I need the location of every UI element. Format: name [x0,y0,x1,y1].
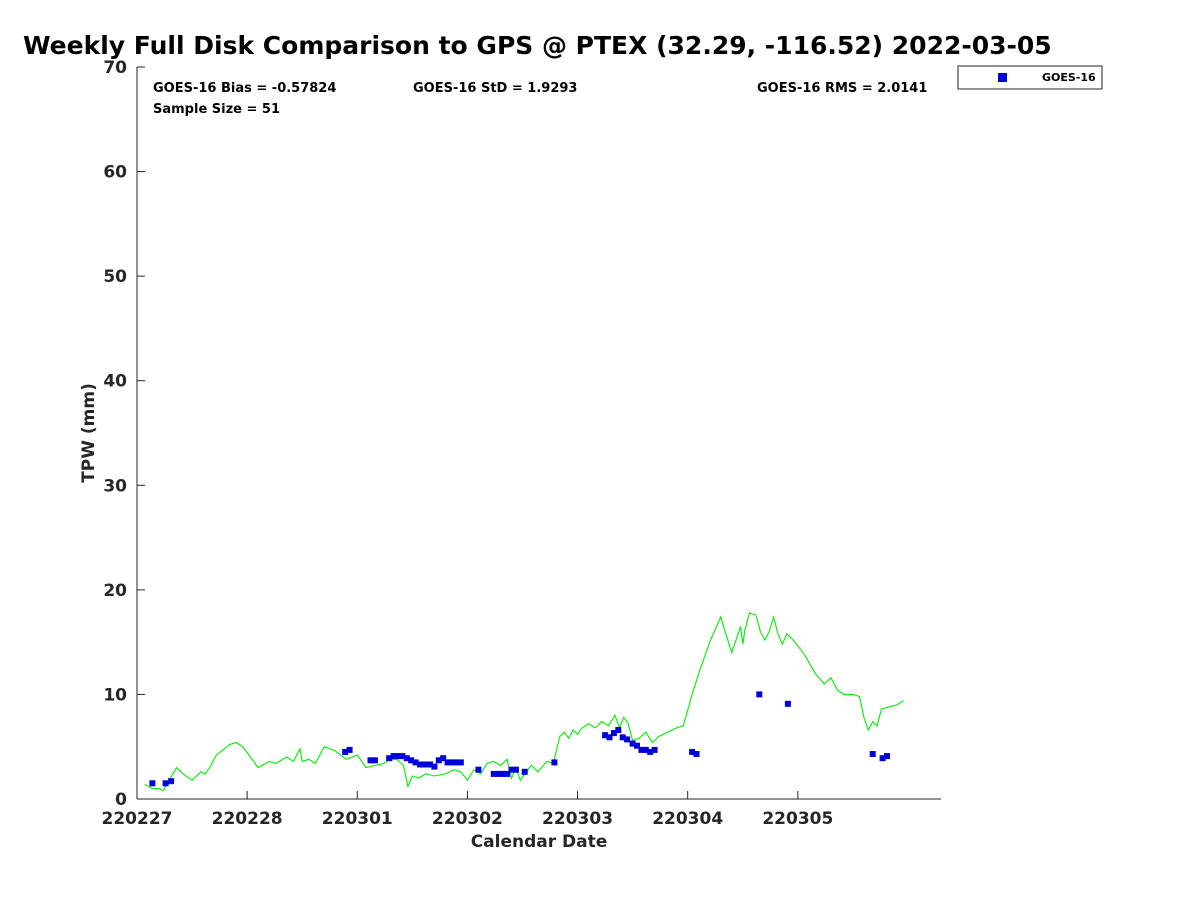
goes16-point [499,770,506,777]
goes16-point [693,751,700,757]
goes16-point [869,751,876,757]
y-tick-label: 20 [103,581,127,601]
goes16-point [162,780,169,787]
goes16-point [440,755,447,762]
goes16-point [427,761,433,768]
goes16-point [417,761,424,768]
goes16-point [784,700,791,707]
goes16-point [642,746,649,753]
goes16-point [512,766,519,773]
legend-marker [998,73,1007,82]
x-tick-label: 220301 [322,809,393,829]
goes16-point [606,734,613,741]
goes16-point [412,759,419,766]
goes16-point [629,740,636,747]
sample-size-stat: Sample Size = 51 [153,102,280,117]
legend-label: GOES-16 [1042,71,1096,84]
x-ticks: 220227 220228 220301 220302 220303 220304 2203… [102,791,833,829]
y-tick-label: 70 [103,58,127,78]
goes16-point [638,746,645,753]
std-stat: GOES-16 StD = 1.9293 [413,81,577,96]
legend-box [957,65,1103,90]
goes16-point [431,763,438,770]
x-tick-label: 220228 [212,809,283,829]
goes16-point [651,746,658,753]
x-tick-label: 220303 [542,809,613,829]
goes16-point [346,746,353,753]
goes16-point [634,742,640,749]
goes16-point [408,757,415,764]
x-tick-label: 220304 [652,809,723,829]
plot-area [137,67,941,799]
goes16-point [756,691,763,698]
goes16-point [508,766,515,773]
y-tick-label: 60 [103,163,127,183]
goes16-point [367,757,374,764]
legend: GOES-16 [957,65,1103,90]
goes16-point [371,757,378,764]
goes16-point [421,761,428,768]
goes16-point [619,734,626,741]
y-tick-label: 30 [103,476,127,496]
goes16-point [884,753,890,760]
goes16-point [457,759,464,766]
x-tick-label: 220305 [762,809,833,829]
y-tick-label: 0 [115,790,127,810]
bias-stat: GOES-16 Bias = -0.57824 [153,81,336,96]
goes16-point [449,759,455,766]
goes16-point [602,732,609,739]
x-tick-label: 220302 [432,809,503,829]
goes16-point [689,748,696,755]
goes16-point [521,768,528,775]
goes16-point [624,736,631,743]
goes16-point [495,770,502,777]
x-axis-label: Calendar Date [471,832,608,852]
goes16-point [403,755,410,762]
goes16-point [149,780,156,787]
goes16-point [453,759,460,766]
goes16-point [399,753,406,760]
goes16-point [551,759,558,766]
y-tick-label: 10 [103,685,127,705]
y-ticks: 0 10 20 30 40 50 60 70 [103,58,145,810]
y-tick-label: 50 [103,267,127,287]
goes16-point [504,770,511,777]
series-layer [144,612,904,792]
goes16-point [390,753,397,760]
goes16-point [342,748,349,755]
gps-line [144,612,904,792]
y-axis-label: TPW (mm) [79,383,99,483]
goes16-point [395,753,401,760]
goes16-point [475,766,482,773]
goes16-point [386,755,393,762]
goes16-point [610,730,617,737]
goes16-point [615,727,622,733]
goes16-point [444,759,451,766]
goes16-point [168,778,175,785]
goes16-point [490,770,497,777]
x-tick-label: 220227 [102,809,173,829]
goes16-point [879,755,886,762]
y-tick-label: 40 [103,372,127,392]
goes16-point [647,748,654,755]
goes16-point [435,757,442,764]
chart-title: Weekly Full Disk Comparison to GPS @ PTE… [23,31,1052,60]
rms-stat: GOES-16 RMS = 2.0141 [757,81,927,96]
